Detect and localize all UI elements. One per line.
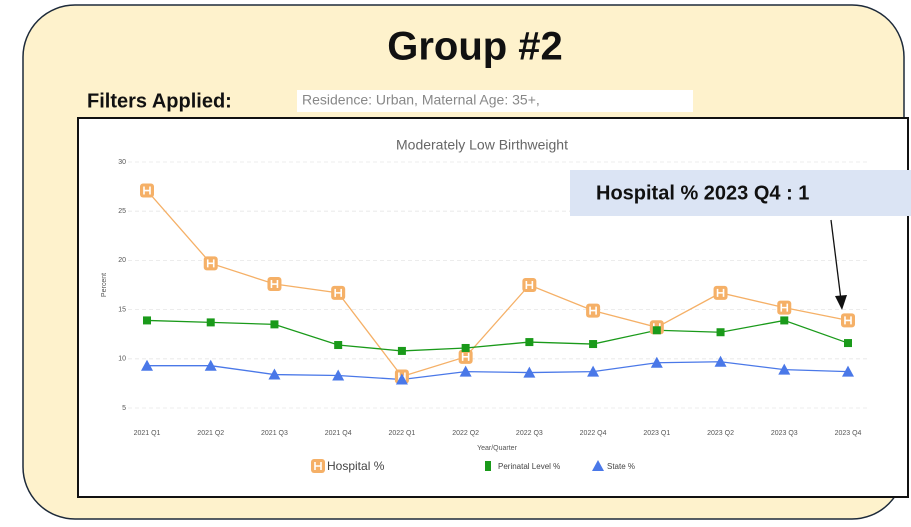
marker-glyph — [844, 316, 852, 325]
y-tick-label: 20 — [118, 257, 126, 264]
marker-glyph — [461, 352, 470, 361]
x-tick-label: 2023 Q1 — [643, 430, 670, 437]
marker-glyph — [334, 288, 342, 297]
x-tick-label: 2023 Q3 — [771, 430, 798, 437]
x-axis-label: Year/Quarter — [477, 445, 517, 452]
hospital-marker — [311, 459, 325, 473]
marker-glyph — [589, 306, 597, 315]
hospital-marker — [841, 313, 855, 328]
legend-label: State % — [607, 462, 635, 471]
tooltip-arrowhead — [835, 295, 847, 310]
square-marker — [485, 461, 491, 471]
marker-glyph — [780, 303, 789, 312]
x-tick-label: 2023 Q2 — [707, 430, 734, 437]
square-marker — [716, 328, 725, 337]
hospital-marker — [203, 256, 218, 271]
triangle-marker — [714, 355, 727, 367]
square-marker — [461, 343, 470, 352]
square-marker — [652, 326, 661, 335]
x-tick-label: 2021 Q1 — [134, 430, 161, 437]
series-line — [147, 361, 849, 381]
filters-value: Residence: Urban, Maternal Age: 35+, — [302, 92, 540, 108]
square-marker — [143, 316, 151, 325]
legend-label: Hospital % — [327, 459, 385, 473]
x-tick-label: 2022 Q2 — [452, 430, 479, 437]
x-tick-label: 2023 Q4 — [835, 430, 862, 437]
group-title: Group #2 — [387, 25, 563, 69]
y-tick-label: 25 — [118, 208, 126, 215]
x-tick-label: 2022 Q3 — [516, 430, 543, 437]
square-marker — [334, 341, 343, 350]
y-tick-label: 5 — [122, 405, 126, 412]
hospital-marker — [458, 349, 473, 364]
triangle-marker — [587, 365, 600, 377]
tooltip-text: Hospital % 2023 Q4 : 1 — [596, 182, 809, 204]
x-tick-label: 2022 Q4 — [580, 430, 607, 437]
marker-glyph — [525, 281, 534, 289]
triangle-marker — [842, 365, 854, 377]
triangle-marker — [141, 359, 153, 371]
triangle-marker — [459, 365, 472, 377]
triangle-marker — [268, 368, 281, 380]
hospital-marker — [586, 303, 601, 318]
legend: Hospital % Perinatal Level % State % — [311, 459, 635, 473]
hospital-marker — [713, 285, 728, 300]
square-marker — [270, 320, 279, 329]
triangle-marker — [592, 460, 604, 471]
marker-glyph — [270, 280, 279, 289]
marker-glyph — [143, 186, 151, 195]
marker-glyph — [206, 259, 215, 268]
hospital-marker — [777, 300, 792, 315]
triangle-marker — [395, 373, 408, 385]
x-tick-label: 2021 Q4 — [325, 430, 352, 437]
hospital-marker — [267, 277, 282, 292]
tooltip-arrow — [830, 219, 842, 301]
filters-box — [297, 90, 693, 112]
triangle-marker — [778, 363, 791, 375]
square-marker — [525, 338, 534, 347]
plot: 5 10 15 20 25 30 2021 Q1 2021 Q2 2021 Q3 2021 Q4 2… — [118, 159, 868, 437]
y-tick-label: 15 — [118, 306, 126, 313]
triangle-marker — [650, 356, 663, 368]
hospital-marker — [522, 278, 537, 292]
x-tick-label: 2022 Q1 — [388, 430, 415, 437]
y-tick-label: 10 — [118, 356, 126, 363]
series-line — [146, 190, 849, 378]
square-marker — [397, 346, 406, 355]
filters-label: Filters Applied: — [87, 90, 232, 112]
y-tick-label: 30 — [118, 159, 126, 166]
marker-glyph — [716, 288, 725, 297]
series-line — [146, 319, 849, 352]
hospital-marker — [331, 285, 346, 300]
square-marker — [780, 316, 789, 325]
square-marker — [844, 339, 852, 348]
tooltip-box — [570, 170, 911, 216]
y-axis-label: Percent — [101, 273, 108, 297]
marker-glyph — [314, 462, 322, 470]
triangle-marker — [523, 366, 536, 378]
chart-title: Moderately Low Birthweight — [396, 137, 568, 153]
hospital-marker — [140, 183, 154, 198]
square-marker — [589, 340, 598, 349]
legend-label: Perinatal Level % — [498, 462, 560, 471]
triangle-marker — [204, 359, 217, 371]
x-tick-label: 2021 Q3 — [261, 430, 288, 437]
square-marker — [206, 318, 215, 327]
triangle-marker — [332, 369, 345, 381]
x-tick-label: 2021 Q2 — [197, 430, 224, 437]
